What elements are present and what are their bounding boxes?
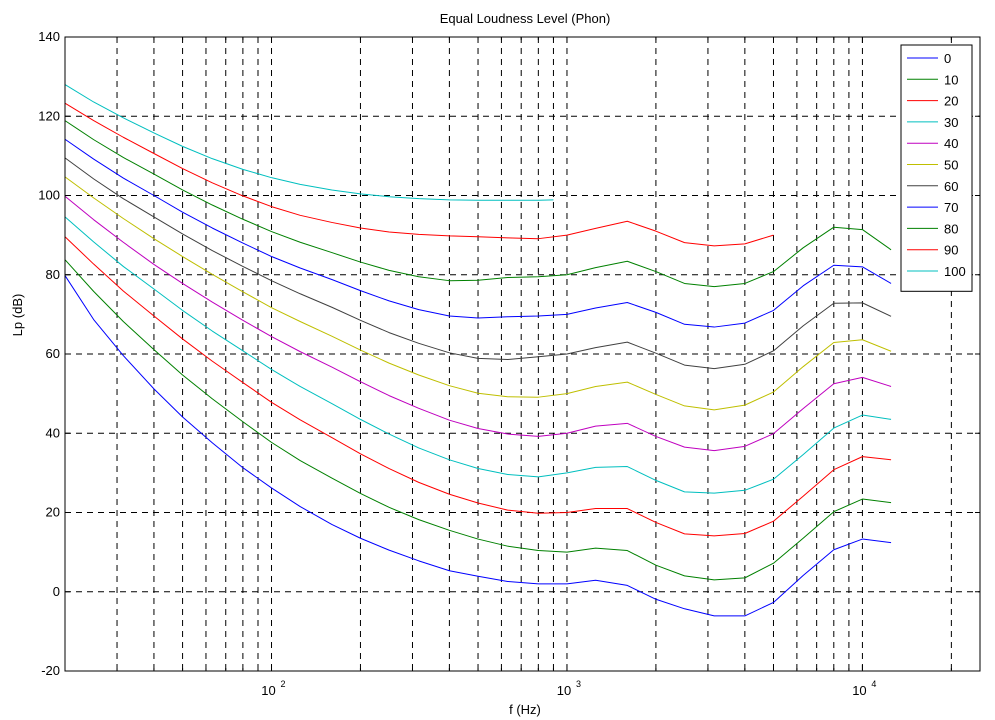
x-tick-exponent: 3 [576,679,581,689]
y-tick-label: 60 [46,346,60,361]
x-axis-label: f (Hz) [509,702,541,717]
series-line-80 [64,120,892,288]
legend-label: 20 [944,94,958,109]
y-tick-label: 140 [38,29,60,44]
series-line-0 [64,275,892,617]
grid-lines [65,37,980,671]
x-tick-exponent: 4 [871,679,876,689]
x-tick-label: 10 [852,683,866,698]
legend-label: 40 [944,136,958,151]
series-line-30 [64,216,892,494]
y-tick-label: 40 [46,425,60,440]
series-line-60 [64,157,892,370]
y-tick-label: 100 [38,188,60,203]
legend-label: 90 [944,243,958,258]
series-line-90 [64,102,774,247]
x-tick-label: 10 [261,683,275,698]
legend-label: 100 [944,264,966,279]
series-line-40 [64,195,892,452]
legend-label: 0 [944,51,951,66]
series-line-20 [64,236,892,537]
series-line-100 [64,84,554,201]
y-axis-label: Lp (dB) [10,294,25,337]
plot-frame [64,36,981,672]
x-tick-labels: 10 2 10 3 10 4 [261,679,876,698]
series-lines [64,84,892,617]
x-tick-exponent: 2 [281,679,286,689]
legend-label: 80 [944,221,958,236]
chart-title: Equal Loudness Level (Phon) [440,11,611,26]
legend-label: 60 [944,179,958,194]
y-tick-label: 20 [46,505,60,520]
legend-label: 50 [944,158,958,173]
y-tick-label: 80 [46,267,60,282]
legend-label: 70 [944,200,958,215]
y-tick-label: 120 [38,108,60,123]
x-tick-label: 10 [557,683,571,698]
series-line-10 [64,259,892,581]
y-tick-labels: -20 0 20 40 60 80 100 120 140 [38,29,60,678]
legend-label: 30 [944,115,958,130]
legend-label: 10 [944,72,958,87]
series-line-50 [64,176,892,411]
y-tick-label: 0 [53,584,60,599]
series-line-70 [64,138,892,328]
legend-box [900,44,973,292]
y-tick-label: -20 [41,663,60,678]
legend: 0 10 20 30 40 50 60 70 80 90 100 [900,44,973,292]
